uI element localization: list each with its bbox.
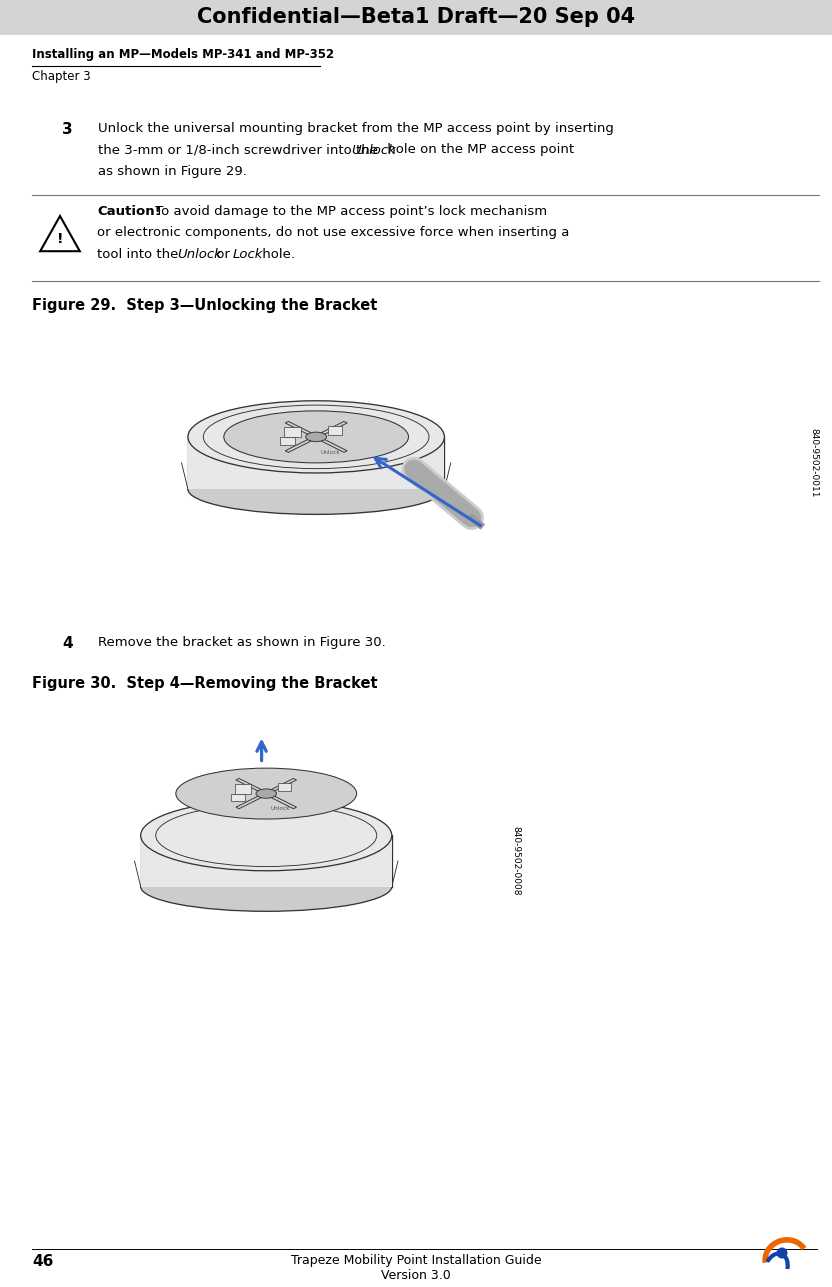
Text: 3: 3 — [62, 122, 72, 136]
Polygon shape — [285, 421, 318, 438]
Polygon shape — [236, 793, 268, 808]
Text: hole on the MP access point: hole on the MP access point — [384, 143, 575, 157]
FancyBboxPatch shape — [278, 782, 291, 792]
Text: Unlock: Unlock — [320, 450, 340, 456]
Ellipse shape — [141, 862, 392, 911]
Polygon shape — [404, 456, 414, 483]
Polygon shape — [170, 866, 181, 893]
Ellipse shape — [141, 801, 392, 871]
Polygon shape — [444, 462, 451, 489]
Ellipse shape — [305, 432, 327, 441]
Text: Remove the bracket as shown in Figure 30.: Remove the bracket as shown in Figure 30… — [98, 636, 386, 649]
Polygon shape — [40, 216, 80, 251]
Text: or electronic components, do not use excessive force when inserting a: or electronic components, do not use exc… — [97, 227, 569, 239]
Ellipse shape — [156, 804, 377, 866]
Text: the 3-mm or 1/8-inch screwdriver into the: the 3-mm or 1/8-inch screwdriver into th… — [98, 143, 382, 157]
Polygon shape — [265, 779, 296, 794]
Ellipse shape — [176, 768, 357, 819]
Polygon shape — [188, 436, 444, 489]
Polygon shape — [310, 852, 320, 879]
Text: as shown in Figure 29.: as shown in Figure 29. — [98, 165, 247, 178]
Polygon shape — [380, 864, 389, 889]
Polygon shape — [212, 852, 222, 879]
Ellipse shape — [203, 405, 429, 468]
Polygon shape — [236, 779, 268, 794]
Text: Confidential—Beta1 Draft—20 Sep 04: Confidential—Beta1 Draft—20 Sep 04 — [197, 8, 635, 27]
Polygon shape — [143, 857, 152, 883]
Ellipse shape — [224, 411, 409, 463]
Polygon shape — [361, 471, 372, 498]
Polygon shape — [392, 861, 398, 887]
Text: Unlock: Unlock — [177, 248, 222, 261]
Polygon shape — [361, 454, 372, 481]
Text: Chapter 3: Chapter 3 — [32, 69, 91, 82]
Text: Figure 30.  Step 4—Removing the Bracket: Figure 30. Step 4—Removing the Bracket — [32, 676, 378, 691]
Polygon shape — [433, 466, 442, 493]
Polygon shape — [135, 861, 141, 887]
Text: Caution!: Caution! — [97, 205, 161, 218]
Ellipse shape — [188, 463, 444, 515]
Polygon shape — [260, 454, 271, 481]
Text: hole.: hole. — [258, 248, 295, 261]
Text: Figure 29.  Step 3—Unlocking the Bracket: Figure 29. Step 3—Unlocking the Bracket — [32, 299, 378, 313]
Text: Unlock: Unlock — [270, 807, 290, 811]
Polygon shape — [352, 866, 363, 893]
Polygon shape — [310, 869, 320, 894]
Text: 4: 4 — [62, 636, 72, 651]
Polygon shape — [141, 835, 392, 887]
Polygon shape — [312, 471, 320, 498]
Text: !: ! — [57, 232, 63, 246]
Polygon shape — [191, 466, 200, 493]
Polygon shape — [314, 436, 347, 452]
Polygon shape — [352, 855, 363, 880]
Text: Unlock: Unlock — [351, 143, 396, 157]
Text: tool into the: tool into the — [97, 248, 183, 261]
Polygon shape — [170, 855, 181, 880]
FancyBboxPatch shape — [235, 784, 251, 794]
Polygon shape — [380, 857, 389, 883]
Polygon shape — [212, 869, 222, 894]
Polygon shape — [191, 459, 200, 485]
Text: Installing an MP—Models MP-341 and MP-352: Installing an MP—Models MP-341 and MP-35… — [32, 48, 334, 60]
Polygon shape — [218, 468, 229, 495]
Ellipse shape — [256, 789, 276, 798]
Polygon shape — [314, 421, 347, 438]
Polygon shape — [404, 468, 414, 495]
Polygon shape — [433, 459, 442, 485]
Polygon shape — [265, 793, 296, 808]
Polygon shape — [262, 852, 270, 878]
Text: Trapeze Mobility Point Installation Guide
Version 3.0: Trapeze Mobility Point Installation Guid… — [290, 1254, 542, 1282]
Text: 46: 46 — [32, 1254, 53, 1269]
Polygon shape — [218, 456, 229, 483]
Ellipse shape — [188, 400, 444, 474]
Polygon shape — [260, 471, 271, 498]
Text: Unlock the universal mounting bracket from the MP access point by inserting: Unlock the universal mounting bracket fr… — [98, 122, 614, 135]
Text: To avoid damage to the MP access point’s lock mechanism: To avoid damage to the MP access point’s… — [151, 205, 547, 218]
Polygon shape — [262, 870, 270, 896]
FancyBboxPatch shape — [285, 427, 300, 436]
Text: 840-9502-0008: 840-9502-0008 — [512, 826, 520, 896]
Text: 840-9502-0011: 840-9502-0011 — [810, 429, 819, 498]
Text: or: or — [212, 248, 234, 261]
Polygon shape — [285, 436, 318, 452]
Text: Lock: Lock — [233, 248, 264, 261]
Polygon shape — [143, 864, 152, 889]
Polygon shape — [312, 453, 320, 480]
FancyBboxPatch shape — [329, 426, 342, 435]
Polygon shape — [181, 462, 188, 489]
FancyBboxPatch shape — [0, 0, 832, 35]
FancyBboxPatch shape — [280, 436, 295, 444]
Circle shape — [776, 1247, 788, 1259]
FancyBboxPatch shape — [231, 794, 245, 801]
